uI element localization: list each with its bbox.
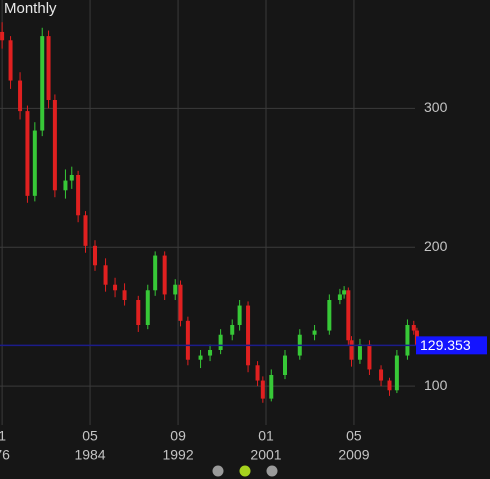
page-dot[interactable] [212,465,224,477]
candle-body [8,40,13,81]
candle-body [113,284,118,291]
candle-body [208,350,213,356]
candle-body [122,290,127,300]
x-tick-year: 2009 [338,447,369,463]
candle-body [337,294,342,300]
y-tick-label: 200 [424,238,448,254]
candle-body [46,36,51,100]
candle-body [246,305,251,366]
candle-body [283,355,287,375]
page-dot-active[interactable] [239,465,251,477]
candle-body [173,284,178,295]
candle-body [342,290,347,295]
x-tick-year: 1984 [74,447,105,463]
candle-body [32,130,37,196]
grid [0,0,415,425]
candle-body [93,245,97,266]
candle-body [69,175,74,181]
x-tick-label: 09 [170,428,186,444]
page-dot[interactable] [266,465,278,477]
x-tick-year: 76 [0,447,10,463]
candle-body [63,180,68,191]
candle-body [260,380,265,399]
candle-body [136,300,141,325]
candle-body [145,290,150,325]
x-tick-label: 05 [82,428,98,444]
candle-body [405,325,410,356]
candle-body [83,215,88,246]
candle-body [346,290,351,341]
candle-body [198,355,203,360]
x-tick-label: 05 [346,428,362,444]
x-tick-label: 1 [0,428,6,444]
chart-title: Monthly [4,0,57,17]
candle-body [18,80,23,112]
plot [0,22,419,403]
candle-body [379,369,384,381]
last-price-box [416,336,487,355]
candle-body [40,36,45,131]
candle-body [76,175,81,216]
x-tick-year: 2001 [250,447,281,463]
candle-body [357,344,362,360]
candle-body [103,265,108,285]
candle-body [367,344,372,370]
candle-body [162,255,167,295]
last-price-label: 129.353 [420,337,471,353]
candle-body [237,305,242,325]
x-tick-label: 01 [258,428,274,444]
y-tick-label: 300 [424,99,448,115]
candle-body [178,284,183,321]
x-tick-year: 1992 [162,447,193,463]
candle-body [387,380,392,391]
candle-body [312,330,317,335]
candle-body [230,325,235,335]
candle-body [185,320,190,360]
candle-body [255,365,260,381]
candle-body [25,111,30,196]
candle-body [52,100,57,191]
candle-body [153,255,158,291]
candle-body [218,334,223,350]
labels: 100 200 300 1 76 05 1984 09 1992 01 2001 05 2009 129.… [0,99,487,463]
candle-body [411,325,416,331]
candle-body [327,300,332,331]
y-tick-label: 100 [424,377,448,393]
candle-body [0,31,5,41]
candle-body [349,340,354,360]
candle-body [269,375,274,399]
candle-body [394,355,399,391]
